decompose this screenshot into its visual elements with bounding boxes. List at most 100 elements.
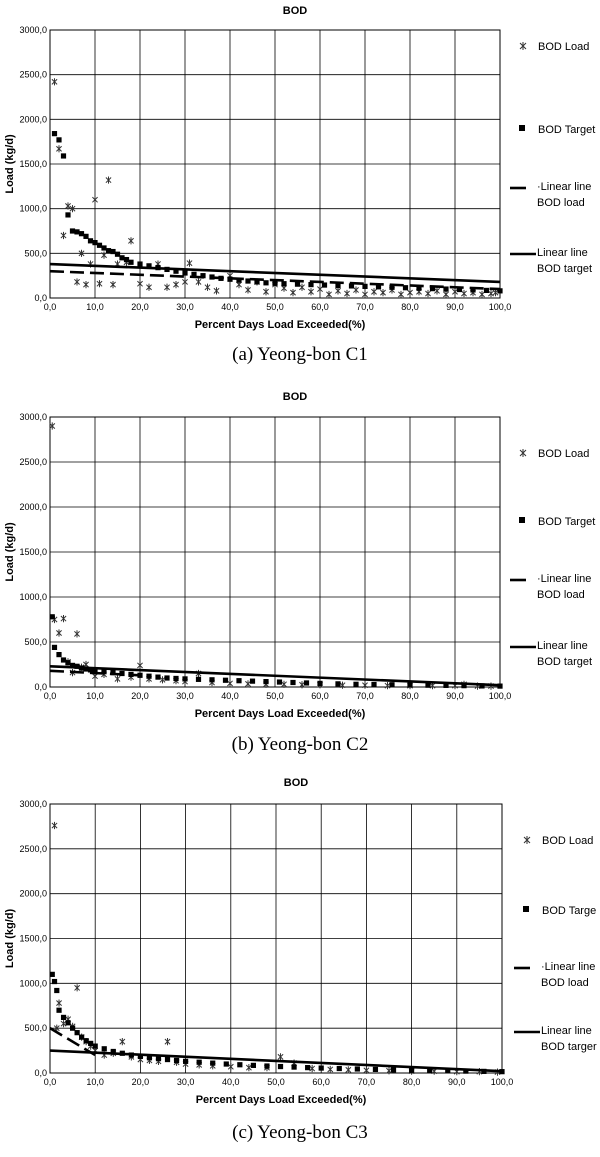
x-tick-label: 10,0 (86, 302, 104, 312)
bod-load-point (119, 1038, 126, 1046)
bod-load-point (60, 1020, 67, 1028)
bod-target-point (110, 670, 116, 676)
x-tick-label: 40,0 (222, 1077, 240, 1087)
bod-load-point (78, 249, 85, 257)
bod-target-point (443, 682, 449, 688)
bod-target-point (92, 668, 98, 674)
y-tick-label: 3000,0 (19, 799, 47, 809)
bod-load-point (386, 1067, 392, 1075)
bod-load-point (443, 290, 449, 299)
legend-label: BOD Target (538, 124, 595, 136)
x-tick-label: 0,0 (44, 691, 57, 701)
bod-load-point (56, 629, 62, 637)
x-axis-label: Percent Days Load Exceeded(%) (195, 319, 366, 331)
bod-target-point (443, 286, 449, 292)
bod-target-point (182, 676, 188, 682)
plot-frame (49, 416, 501, 688)
legend-label: ·Linear line (541, 961, 595, 973)
bod-load-point (425, 289, 431, 298)
bod-target-point (56, 652, 62, 658)
bod-load-point (51, 78, 58, 86)
legend-square-marker (519, 517, 525, 523)
bod-target-point (65, 660, 71, 666)
bod-target-point (483, 287, 490, 294)
bod-load-point (213, 287, 220, 295)
bod-target-point (182, 270, 188, 276)
bod-target-point (51, 978, 58, 985)
y-tick-label: 1000,0 (19, 978, 47, 988)
bod-load-point (362, 681, 368, 689)
bod-load-point (56, 145, 62, 153)
y-tick-label: 2000,0 (19, 502, 47, 512)
bod-load-point (452, 288, 458, 296)
bod-target-point (60, 657, 67, 663)
bod-load-point (74, 630, 80, 638)
bod-target-point (83, 1038, 89, 1044)
x-tick-label: 40,0 (221, 302, 239, 312)
bod-load-point (195, 278, 202, 286)
bod-target-point (164, 675, 170, 681)
bod-target-point (146, 263, 152, 269)
legend-label: BOD Load (542, 835, 593, 847)
caption-b: (b) Yeong-bon C2 (231, 734, 369, 755)
bod-target-point (173, 268, 179, 274)
bod-load-point (308, 288, 314, 296)
bod-target-point (276, 679, 283, 685)
bod-target-point (49, 614, 55, 620)
bod-load-point (60, 615, 67, 623)
bod-target-point (264, 1063, 270, 1069)
bod-target-point (79, 1034, 85, 1040)
bod-target-point (87, 238, 94, 244)
y-tick-label: 1500,0 (19, 159, 47, 169)
x-tick-label: 90,0 (448, 1077, 466, 1087)
bod-target-point (101, 245, 107, 251)
legend-star-marker (519, 42, 527, 50)
x-tick-label: 80,0 (401, 302, 419, 312)
bod-target-point (155, 674, 161, 680)
trendline-bod-load (49, 669, 141, 677)
bod-target-point (191, 271, 197, 277)
bod-target-point (87, 667, 94, 673)
bod-load-point (49, 422, 56, 430)
bod-target-point (69, 662, 76, 668)
bod-target-point (105, 248, 112, 254)
bod-target-point (236, 678, 242, 684)
bod-load-point (137, 661, 143, 669)
legend-label: Linear line (541, 1025, 592, 1037)
bod-target-point (407, 682, 413, 688)
legend-label: BOD load (541, 977, 589, 989)
trendline-bod-load (49, 1027, 96, 1057)
bod-load-point (492, 289, 499, 297)
legend-label: Linear line (537, 247, 588, 259)
bod-target-point (173, 1057, 180, 1064)
chart-panel-a: BOD 0,0 10,0 20,0 30,0 40,0 50,0 60,0 70,0 80,0 90… (0, 0, 600, 385)
bod-load-point (128, 237, 134, 245)
bod-target-point (353, 681, 359, 687)
bod-target-point (416, 285, 422, 291)
bod-target-point (96, 242, 103, 248)
legend-label: Linear line (537, 640, 588, 652)
bod-target-point (196, 1059, 202, 1065)
legend-star-marker (523, 836, 531, 844)
trendline-bod-load (49, 269, 501, 291)
plot-frame (49, 803, 503, 1074)
x-tick-label: 50,0 (266, 302, 284, 312)
legend-label: BOD Load (538, 448, 589, 460)
y-tick-label: 3000,0 (19, 412, 47, 422)
y-tick-label: 2000,0 (19, 114, 47, 124)
bod-target-point (88, 1040, 94, 1047)
bod-target-point (60, 1014, 67, 1021)
legend-label: BOD target (537, 263, 592, 275)
legend-label: BOD targer (541, 1041, 597, 1053)
bod-target-point (65, 212, 71, 218)
bod-target-point (114, 251, 121, 257)
x-tick-label: 100,0 (489, 302, 512, 312)
bod-target-point (348, 283, 355, 289)
bod-target-point (375, 284, 382, 290)
bod-target-point (83, 233, 89, 239)
bod-target-point (51, 644, 58, 650)
bod-load-point (51, 821, 58, 830)
bod-target-point (402, 285, 409, 291)
y-tick-label: 2000,0 (19, 889, 47, 899)
bod-target-point (290, 679, 296, 686)
